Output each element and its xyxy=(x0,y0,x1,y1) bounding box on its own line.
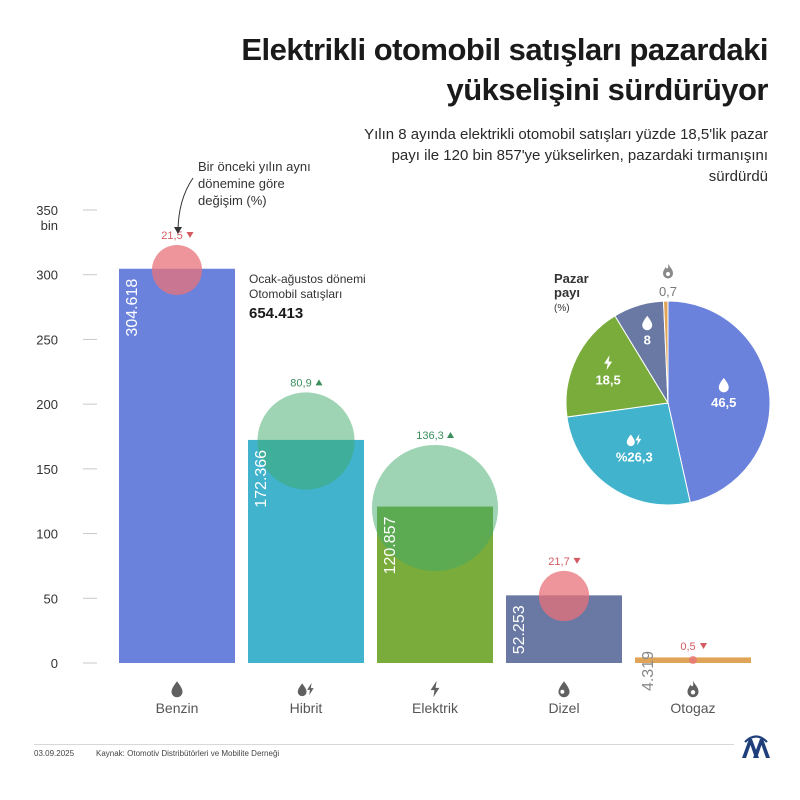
y-tick-label: 50 xyxy=(44,591,58,606)
diesel-drop-icon xyxy=(558,681,570,698)
annotation-arrow xyxy=(177,177,194,233)
pie-title: Pazar xyxy=(554,271,589,286)
change-bubble xyxy=(257,392,355,490)
flame-icon xyxy=(663,263,673,279)
y-tick-label: 300 xyxy=(36,268,58,283)
category-label: Elektrik xyxy=(412,700,459,716)
change-bubble xyxy=(371,444,499,572)
category-label: Benzin xyxy=(156,700,199,716)
bar xyxy=(119,268,235,663)
pie-value-label: 0,7 xyxy=(659,284,677,299)
page-subtitle: Yılın 8 ayında elektrikli otomobil satış… xyxy=(364,126,768,185)
pie-slice xyxy=(566,402,691,506)
y-tick-label: 350 xyxy=(36,203,58,218)
category-label: Hibrit xyxy=(290,700,323,716)
bolt-icon xyxy=(430,680,440,698)
category-label: Otogaz xyxy=(670,700,715,716)
bolt-icon xyxy=(604,355,613,371)
up-triangle-icon xyxy=(315,379,323,386)
down-triangle-icon xyxy=(186,231,194,238)
aa-logo-icon xyxy=(742,735,770,758)
diesel-drop-icon xyxy=(642,315,653,331)
bar-value-label: 52.253 xyxy=(511,605,528,654)
y-tick-label: 250 xyxy=(36,332,58,347)
category-label: Dizel xyxy=(548,700,579,716)
change-annotation-text: dönemine göre xyxy=(198,176,285,191)
pie-slice xyxy=(662,300,669,404)
bar-value-label: 4.319 xyxy=(640,651,657,691)
change-bubble xyxy=(689,656,697,664)
change-label: 80,9 xyxy=(290,377,311,389)
down-triangle-icon xyxy=(573,557,581,564)
change-label: 0,5 xyxy=(680,641,695,653)
flame-icon xyxy=(687,680,699,698)
pie-value-label: %26,3 xyxy=(616,450,653,465)
change-annotation-text: değişim (%) xyxy=(198,193,267,208)
total-sales-label: Ocak-ağustos dönemi xyxy=(249,272,366,286)
footer-date: 03.09.2025 xyxy=(34,749,75,758)
drop-icon xyxy=(171,681,183,698)
drop-icon xyxy=(718,377,729,393)
y-tick-label: 200 xyxy=(36,397,58,412)
hybrid-icon xyxy=(297,682,314,697)
pie-slice xyxy=(667,300,771,504)
pie-value-label: 8 xyxy=(644,333,651,348)
pie-title: payı xyxy=(554,285,580,300)
pie-value-label: 46,5 xyxy=(711,395,736,410)
footer-source: Kaynak: Otomotiv Distribütörleri ve Mobi… xyxy=(96,749,280,758)
pie-value-label: 18,5 xyxy=(595,373,620,388)
total-sales-value: 654.413 xyxy=(249,305,303,322)
change-annotation-text: Bir önceki yılın aynı xyxy=(198,159,311,174)
annotation-arrow-head-icon xyxy=(174,227,182,234)
y-unit-label: bin xyxy=(41,218,58,233)
change-bubble xyxy=(538,570,590,622)
total-sales-label: Otomobil satışları xyxy=(249,287,342,301)
y-tick-label: 100 xyxy=(36,527,58,542)
pie-title: (%) xyxy=(554,303,570,314)
bar-value-label: 304.618 xyxy=(124,279,141,337)
y-tick-label: 150 xyxy=(36,462,58,477)
bar-value-label: 172.366 xyxy=(253,450,270,508)
footer-divider xyxy=(34,744,734,745)
change-label: 136,3 xyxy=(416,430,444,442)
pie-slice xyxy=(565,315,669,418)
hybrid-icon xyxy=(626,433,642,447)
down-triangle-icon xyxy=(700,643,707,649)
y-tick-label: 0 xyxy=(51,656,58,671)
up-triangle-icon xyxy=(447,431,454,438)
page-title: Elektrikli otomobil satışları pazardaki … xyxy=(241,32,768,107)
change-label: 21,5 xyxy=(161,230,182,242)
change-label: 21,7 xyxy=(548,556,569,568)
bar-value-label: 120.857 xyxy=(382,516,399,574)
change-bubble xyxy=(151,244,203,296)
